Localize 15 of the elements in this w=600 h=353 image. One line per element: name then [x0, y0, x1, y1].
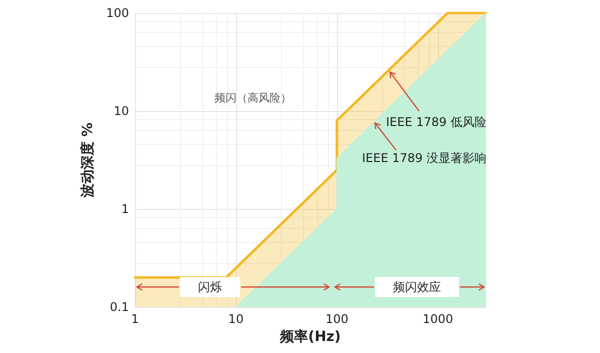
x-axis-title: 频率(Hz) [279, 328, 341, 345]
annotation: 频闪（高风险） [214, 92, 292, 104]
y-tick-label: 0.1 [110, 300, 129, 314]
y-tick-label: 1 [121, 202, 129, 216]
y-axis-title: 波动深度 % [79, 122, 96, 198]
x-tick-label: 1 [131, 312, 139, 326]
x-tick-label: 100 [325, 312, 348, 326]
annotation: IEEE 1789 低风险 [386, 115, 486, 129]
y-tick-label: 100 [106, 6, 129, 20]
x-tick-label: 1000 [422, 312, 454, 326]
annotation: 闪烁 [198, 280, 222, 294]
annotation: IEEE 1789 没显著影响 [362, 151, 486, 165]
annotation: 频闪效应 [393, 280, 441, 294]
x-tick-label: 10 [228, 312, 244, 326]
y-tick-label: 10 [114, 104, 129, 118]
